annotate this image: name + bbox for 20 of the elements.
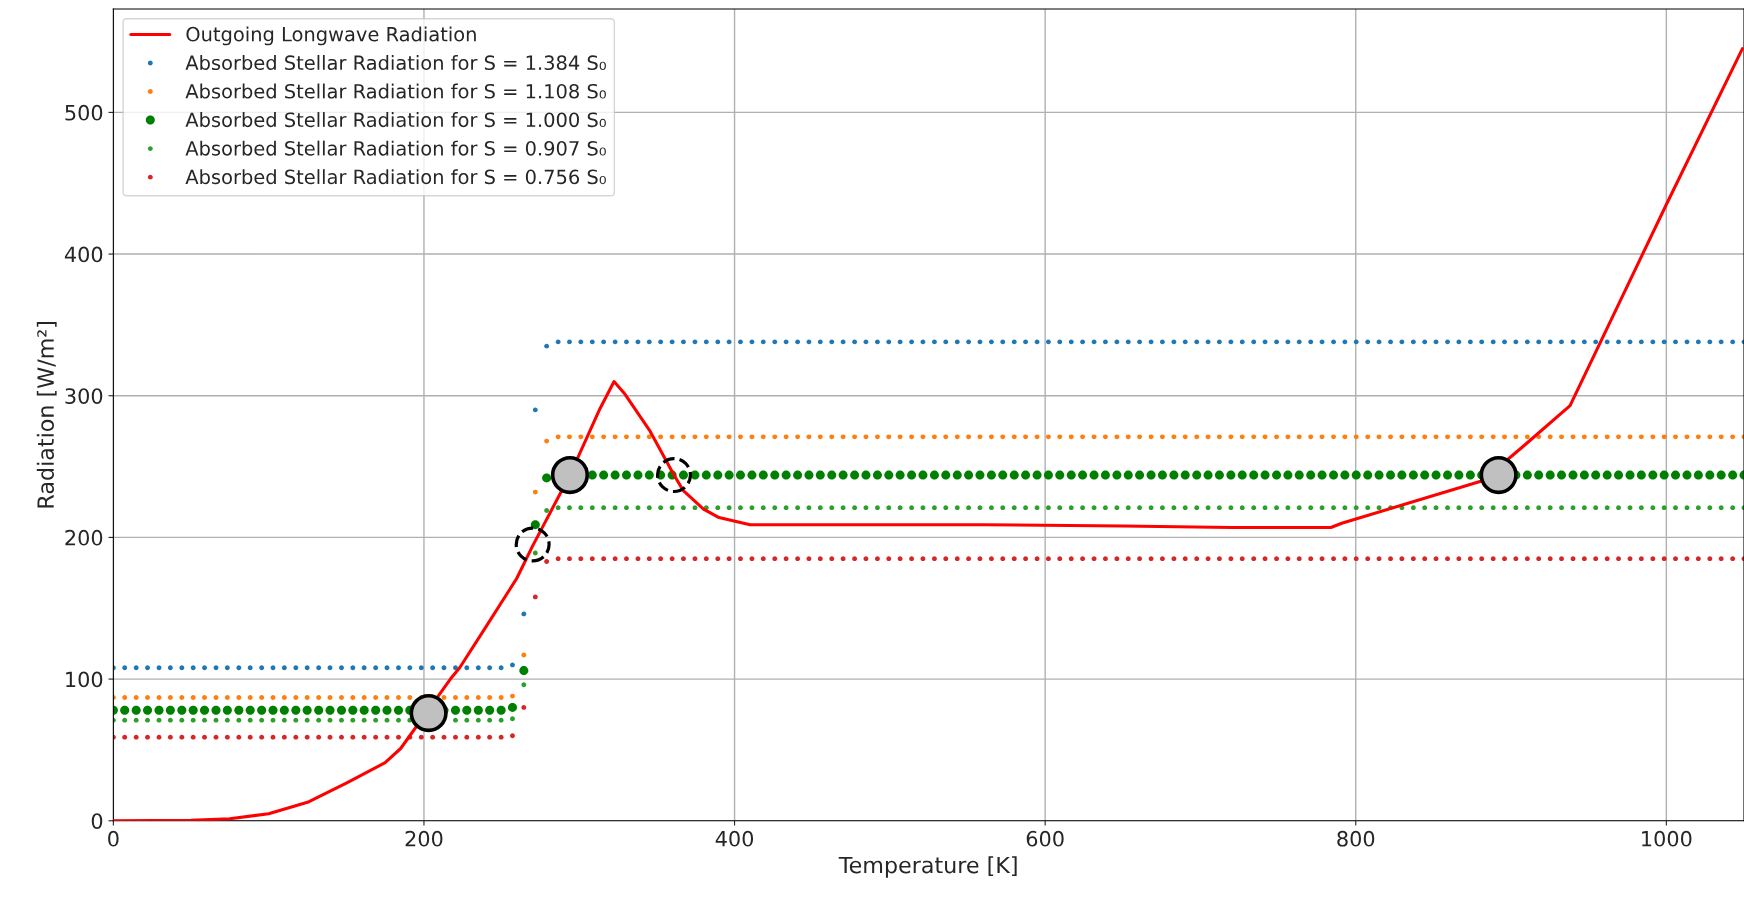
legend-label: Absorbed Stellar Radiation for S = 0.907 S₀ xyxy=(185,140,606,156)
x-tick-label: 200 xyxy=(405,830,443,847)
y-tick-label: 300 xyxy=(65,388,103,404)
legend-label: Absorbed Stellar Radiation for S = 1.108 S₀ xyxy=(185,83,606,99)
x-tick-label: 600 xyxy=(1026,830,1064,847)
y-tick-label: 100 xyxy=(66,671,103,688)
x-tick-label: 1000 xyxy=(1642,830,1692,847)
y-tick-label: 500 xyxy=(65,104,103,121)
y-tick-label: 200 xyxy=(65,529,103,546)
x-tick-label: 800 xyxy=(1337,830,1375,847)
legend-label: Absorbed Stellar Radiation for S = 1.384 S₀ xyxy=(185,55,606,71)
y-tick-label: 0 xyxy=(91,813,103,829)
legend-label: Outgoing Longwave Radiation xyxy=(186,26,476,46)
x-tick-label: 400 xyxy=(715,830,754,847)
y-tick-label: 400 xyxy=(64,246,103,263)
x-tick-label: 0 xyxy=(108,830,119,847)
legend-label: Absorbed Stellar Radiation for S = 0.756 S₀ xyxy=(185,169,606,185)
legend-label: Absorbed Stellar Radiation for S = 1.000 S₀ xyxy=(185,112,606,128)
y-axis-title: Radiation [W/m²] xyxy=(36,322,57,508)
x-axis-title: Temperature [K] xyxy=(838,856,1017,878)
